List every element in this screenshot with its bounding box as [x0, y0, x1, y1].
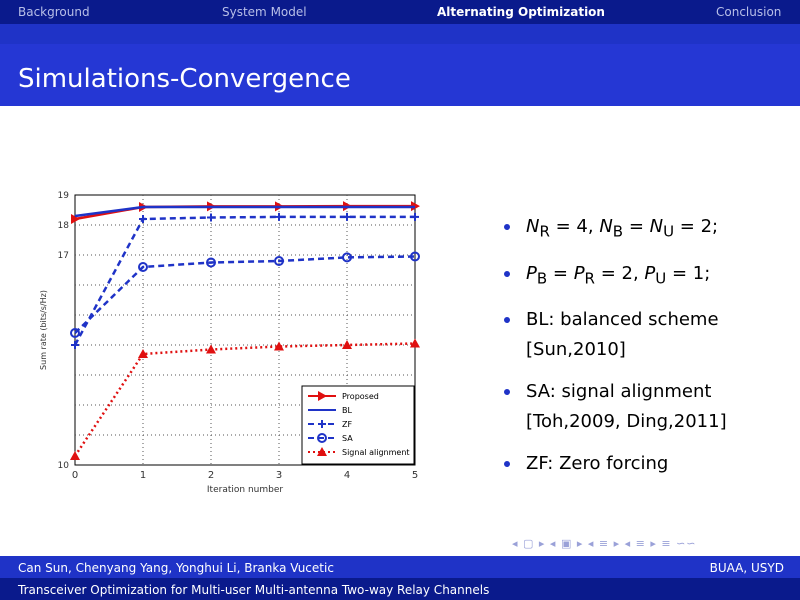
data-point	[275, 212, 283, 221]
nav-item-alternating-optimization[interactable]: Alternating Optimization	[437, 5, 605, 19]
legend-label: Proposed	[342, 392, 379, 401]
data-point	[138, 349, 148, 358]
footer-talk-title: Transceiver Optimization for Multi-user …	[18, 583, 490, 597]
nav-item-conclusion[interactable]: Conclusion	[716, 5, 782, 19]
bullet-dot-icon	[504, 461, 510, 468]
chart-ticks: 0 1 2 3 4 5 10 17 18 19 Iteration number Sum rate (…	[39, 191, 418, 495]
data-point	[206, 344, 216, 354]
x-tick-label: 5	[412, 470, 418, 481]
slide-title: Simulations-Convergence	[18, 64, 351, 94]
y-tick-label: 18	[58, 221, 70, 231]
series-line	[74, 255, 416, 334]
x-tick-label: 1	[140, 470, 146, 481]
section-navigation: Background System Model Alternating Opti…	[0, 0, 800, 24]
data-point	[342, 252, 352, 263]
y-tick-label: 10	[58, 461, 70, 471]
data-point	[139, 215, 147, 223]
bullet-item: NR = 4, NB = NU = 2;	[500, 212, 790, 247]
data-point	[317, 447, 327, 456]
x-tick-label: 0	[72, 470, 78, 481]
footer: Can Sun, Chenyang Yang, Yonghui Li, Bran…	[0, 556, 800, 600]
chart-grid	[74, 194, 416, 466]
data-point	[342, 340, 352, 349]
data-point	[410, 251, 420, 262]
data-point	[274, 341, 284, 351]
data-point	[206, 257, 216, 268]
parameter-list: NR = 4, NB = NU = 2; PB = PR = 2, PU = 1;…	[500, 212, 790, 491]
data-point	[317, 433, 327, 443]
data-point	[411, 201, 420, 212]
nav-item-background[interactable]: Background	[18, 5, 90, 19]
bullet-text: ZF: Zero forcing	[526, 453, 669, 475]
bullet-text: PB = PR = 2, PU = 1;	[526, 262, 711, 288]
legend-label: SA	[342, 434, 353, 443]
legend-label: BL	[342, 406, 352, 415]
data-point	[70, 451, 80, 460]
footer-authors: Can Sun, Chenyang Yang, Yonghui Li, Bran…	[18, 561, 334, 575]
bullet-dot-icon	[504, 270, 510, 277]
data-point	[71, 214, 80, 224]
convergence-chart: 0 1 2 3 4 5 10 17 18 19 Iteration number Sum rate (…	[39, 191, 420, 495]
data-point	[410, 338, 420, 348]
legend-label: ZF	[342, 420, 352, 429]
bullet-item: SA: signal alignment [Toh,2009, Ding,201…	[500, 377, 790, 437]
footer-authors-row: Can Sun, Chenyang Yang, Yonghui Li, Bran…	[0, 556, 800, 578]
bullet-item: PB = PR = 2, PU = 1;	[500, 259, 790, 294]
nav-item-system-model[interactable]: System Model	[222, 5, 307, 19]
chart-series	[70, 201, 420, 460]
bullet-item: ZF: Zero forcing	[500, 449, 790, 479]
data-point	[318, 420, 326, 428]
data-point	[70, 328, 80, 338]
bullet-text: SA: signal alignment [Toh,2009, Ding,201…	[526, 381, 727, 433]
bullet-dot-icon	[504, 224, 510, 230]
y-axis-label: Sum rate (bits/s/Hz)	[39, 290, 48, 370]
bullet-dot-icon	[504, 317, 510, 324]
beamer-navigation-symbols[interactable]: ◂ ▢ ▸ ◂ ▣ ▸ ◂ ≡ ▸ ◂ ≡ ▸ ≡ ∽∽	[512, 537, 697, 550]
data-point	[318, 391, 327, 401]
footer-title-row: Transceiver Optimization for Multi-user …	[0, 578, 800, 600]
x-tick-label: 4	[344, 470, 350, 481]
footer-affiliation: BUAA, USYD	[709, 561, 784, 575]
series-line	[73, 215, 415, 346]
data-point	[411, 212, 419, 221]
data-point	[138, 262, 148, 272]
x-axis-label: Iteration number	[207, 485, 283, 495]
bullet-text: BL: balanced scheme [Sun,2010]	[526, 309, 719, 361]
bullet-item: BL: balanced scheme [Sun,2010]	[500, 305, 790, 365]
y-tick-label: 19	[58, 191, 70, 201]
chart-legend: Proposed BL ZF SA Signal alignment	[301, 385, 415, 465]
subsection-strip	[0, 24, 800, 44]
series-line	[74, 205, 415, 218]
data-point	[343, 212, 351, 221]
bullet-text: NR = 4, NB = NU = 2;	[526, 216, 719, 241]
slide-title-bar: Simulations-Convergence	[0, 44, 800, 106]
bullet-dot-icon	[504, 389, 510, 396]
x-tick-label: 3	[276, 470, 282, 481]
data-point	[207, 213, 215, 222]
x-tick-label: 2	[208, 470, 214, 481]
data-point	[71, 341, 79, 349]
y-tick-label: 17	[58, 251, 69, 261]
legend-label: Signal alignment	[342, 448, 410, 457]
data-point	[274, 256, 284, 266]
